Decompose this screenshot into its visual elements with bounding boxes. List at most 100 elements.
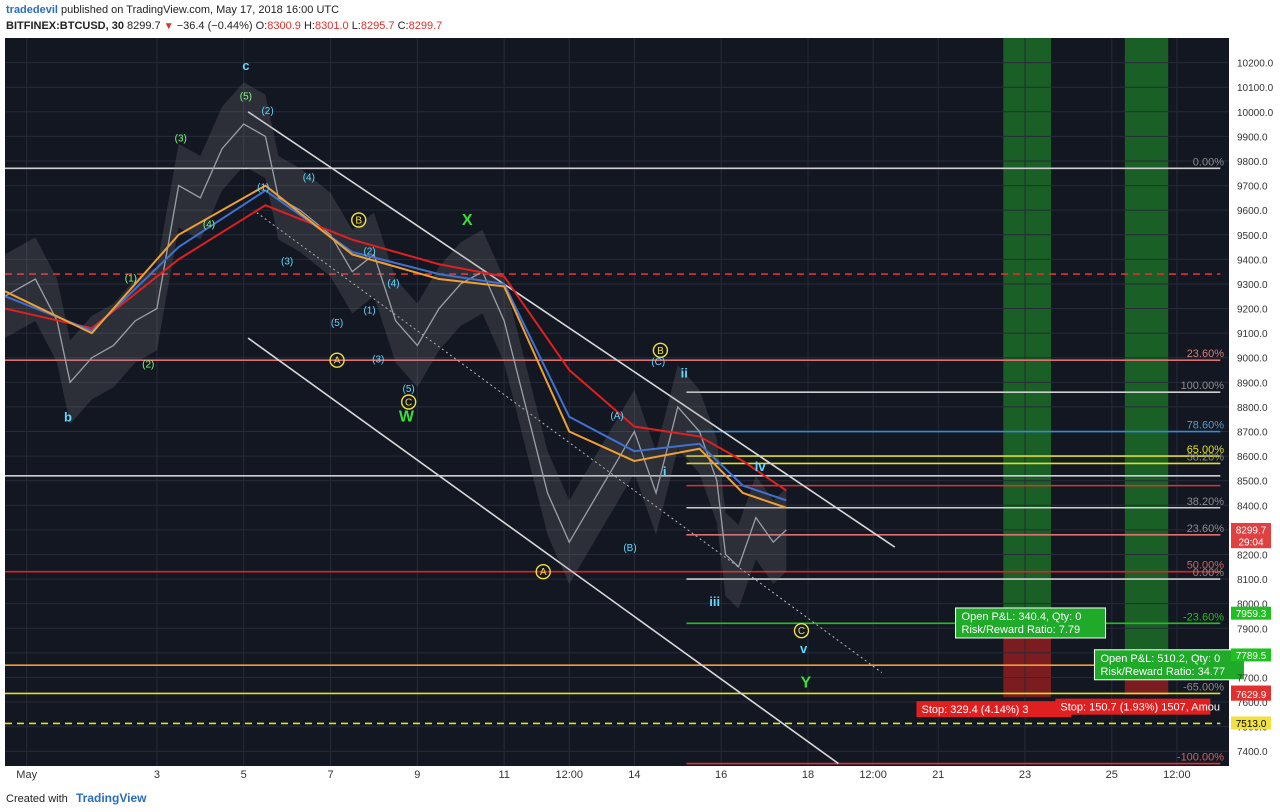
price-envelope — [5, 82, 787, 609]
moving-average-blue — [4, 189, 787, 502]
fib-level-label: 0.00% — [1193, 567, 1224, 579]
open-label: O: — [255, 20, 268, 32]
y-tick-label: 8600.0 — [1237, 452, 1268, 463]
chart-footer: Created with TradingView — [0, 788, 1280, 812]
publish-info: published on TradingView.com, May 17, 20… — [61, 4, 340, 16]
price-chart[interactable]: 0.00%23.60%100.00%78.60%65.00%38.20%38.2… — [0, 38, 1280, 792]
wave-label: W — [399, 409, 415, 426]
x-tick-label: May — [16, 769, 37, 781]
wave-label: i — [663, 464, 667, 479]
profit-zone — [1124, 38, 1169, 658]
y-tick-label: 9400.0 — [1237, 255, 1268, 266]
price-badge — [1231, 716, 1271, 730]
wave-label: (4) — [387, 278, 399, 289]
price-badge-label: 7513.0 — [1236, 719, 1267, 730]
wave-circle-letter: B — [657, 346, 664, 357]
fib-level-label: -100.00% — [1177, 752, 1224, 764]
wave-label: (2) — [261, 106, 273, 117]
y-tick-label: 8100.0 — [1237, 575, 1268, 586]
y-tick-label: 7600.0 — [1237, 698, 1268, 709]
y-tick-label: 10100.0 — [1237, 83, 1274, 94]
x-tick-label: 9 — [414, 769, 420, 781]
price-badge — [1231, 687, 1271, 701]
wave-circle — [400, 394, 417, 410]
y-tick-label: 9700.0 — [1237, 182, 1268, 193]
symbol-label[interactable]: BITFINEX:BTCUSD, 30 — [6, 20, 124, 32]
wave-label: (5) — [403, 384, 415, 395]
y-tick-label: 9300.0 — [1237, 280, 1268, 291]
price-badge — [1231, 535, 1271, 549]
moving-average-orange — [4, 184, 787, 509]
stop-box — [1055, 698, 1211, 715]
wave-label: (4) — [203, 219, 215, 230]
low-value: 8295.7 — [360, 20, 395, 32]
fib-level-label: 23.60% — [1187, 348, 1225, 360]
wave-label: (1) — [125, 273, 137, 284]
y-tick-label: 10200.0 — [1237, 59, 1274, 70]
y-tick-label: 8400.0 — [1237, 501, 1268, 512]
channel-trendline — [247, 337, 839, 765]
y-tick-label: 7700.0 — [1237, 673, 1268, 684]
wave-label: (3) — [372, 355, 384, 366]
down-arrow-icon: ▼ — [163, 21, 174, 32]
wave-label: X — [462, 212, 473, 229]
stop-text: Stop: 150.7 (1.93%) 1507, Amou — [1060, 702, 1220, 714]
y-tick-label: 9200.0 — [1237, 305, 1268, 316]
price-badge-label: 8299.7 — [1236, 525, 1267, 536]
wave-label: b — [64, 410, 72, 425]
profit-zone — [1003, 38, 1052, 616]
fib-level-label: 50.00% — [1187, 560, 1225, 572]
close-value: 8299.7 — [408, 20, 443, 32]
wave-label: (C) — [651, 357, 665, 368]
wave-circle — [535, 564, 551, 580]
y-tick-label: 7900.0 — [1237, 624, 1268, 635]
y-tick-label: 8200.0 — [1237, 550, 1268, 561]
y-tick-label: 8000.0 — [1237, 600, 1268, 611]
wave-label: (2) — [142, 360, 154, 371]
price-badge-label: 7959.3 — [1236, 609, 1267, 620]
close-label: C: — [397, 20, 409, 32]
y-tick-label: 9600.0 — [1237, 206, 1268, 217]
risk-reward-text: Risk/Reward Ratio: 7.79 — [962, 624, 1081, 636]
tradingview-logo[interactable]: TradingView — [76, 791, 147, 805]
wave-label: (A) — [610, 411, 623, 422]
wave-label: (2) — [363, 246, 375, 257]
x-tick-label: 23 — [1019, 769, 1031, 781]
publish-line: tradedevil published on TradingView.com,… — [6, 4, 339, 16]
y-tick-label: 9900.0 — [1237, 132, 1268, 143]
wave-circle — [793, 623, 810, 639]
pnl-text: Open P&L: 510.2, Qty: 0 — [1100, 653, 1220, 665]
price-badge — [1231, 606, 1271, 620]
wave-label: (3) — [281, 256, 293, 267]
fib-level-label: 38.20% — [1187, 451, 1225, 463]
price-line — [4, 123, 787, 568]
price-badge-label: 7789.5 — [1236, 651, 1267, 662]
last-price: 8299.7 — [127, 20, 161, 32]
author-link[interactable]: tradedevil — [6, 4, 58, 16]
high-label: H: — [303, 20, 315, 32]
wave-label: (3) — [175, 133, 187, 144]
fib-level-label: 100.00% — [1181, 380, 1225, 392]
fib-level-label: 78.60% — [1187, 420, 1225, 432]
fib-level-label: 23.60% — [1187, 523, 1225, 535]
x-tick-label: 12:00 — [859, 769, 887, 781]
y-tick-label: 9100.0 — [1237, 329, 1268, 340]
risk-reward-text: Risk/Reward Ratio: 34.77 — [1100, 666, 1225, 678]
wave-circle-letter: A — [334, 356, 341, 367]
pnl-box — [955, 607, 1107, 639]
high-value: 8301.0 — [314, 20, 349, 32]
x-tick-label: 7 — [327, 769, 333, 781]
fib-level-label: 38.20% — [1187, 496, 1225, 508]
y-tick-label: 9000.0 — [1237, 354, 1268, 365]
wave-circle-letter: C — [798, 626, 805, 637]
wave-label: iv — [755, 459, 767, 474]
wave-label: Y — [800, 674, 811, 691]
created-with-label: Created with — [6, 793, 68, 805]
fib-level-label: 65.00% — [1187, 444, 1225, 456]
x-tick-label: 11 — [498, 769, 509, 781]
y-tick-label: 7400.0 — [1237, 747, 1268, 758]
x-tick-label: 3 — [154, 769, 160, 781]
wave-label: ii — [681, 365, 688, 380]
wave-label: (B) — [623, 543, 636, 554]
dotted-trendline — [256, 212, 883, 673]
